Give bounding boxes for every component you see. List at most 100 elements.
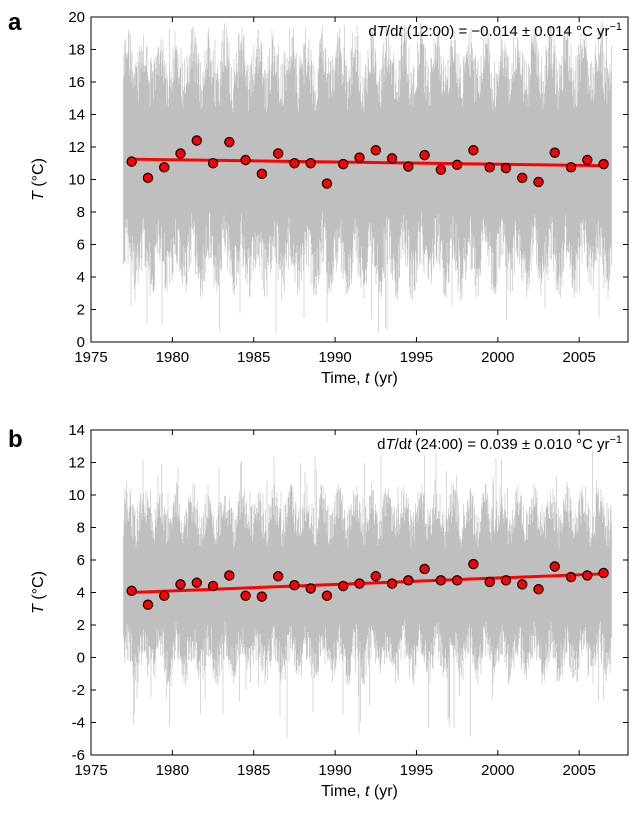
- y-tick-label: 18: [68, 42, 85, 59]
- annual-mean-point: [582, 154, 593, 166]
- x-axis-label: Time, t (yr): [321, 370, 398, 387]
- annual-mean-point: [354, 152, 365, 163]
- x-axis-label-unit: (yr): [369, 370, 397, 387]
- y-tick-label: 2: [77, 302, 85, 319]
- trend-annotation-T: T: [377, 23, 388, 40]
- trend-annotation-mid: /d: [395, 436, 408, 453]
- trend-annotation-prefix: d: [377, 436, 385, 453]
- annual-mean-point: [549, 147, 560, 158]
- trend-annotation: dT/dt (12:00) = −0.014 ± 0.014 °C yr−1: [368, 21, 622, 40]
- y-tick-label: 14: [68, 107, 85, 124]
- annual-mean-point: [419, 149, 430, 161]
- annual-mean-point: [451, 159, 463, 171]
- x-tick-label: 2000: [481, 349, 514, 366]
- y-tick-label: 10: [68, 487, 85, 504]
- x-tick-label: 1975: [74, 762, 107, 779]
- annual-mean-point: [191, 135, 202, 146]
- annual-mean-point: [500, 162, 512, 174]
- y-tick-label: 20: [68, 9, 85, 26]
- y-tick-label: 8: [77, 204, 85, 221]
- x-tick-label: 1985: [237, 762, 270, 779]
- annual-mean-point: [338, 158, 349, 170]
- annual-mean-point: [403, 575, 414, 586]
- annual-mean-point: [484, 162, 495, 173]
- x-tick-label: 1995: [400, 349, 433, 366]
- trend-annotation-sup: −1: [609, 21, 622, 33]
- annual-mean-point: [126, 585, 137, 597]
- trend-annotation-rest: (24:00) = 0.039 ± 0.010 °C yr: [411, 436, 609, 453]
- x-tick-label: 1990: [318, 762, 351, 779]
- panel-label: b: [8, 426, 23, 453]
- annual-mean-point: [517, 579, 528, 590]
- x-tick-label: 2005: [562, 349, 595, 366]
- annual-mean-point: [435, 575, 447, 586]
- annual-mean-point: [435, 164, 447, 175]
- x-tick-label: 1980: [156, 349, 189, 366]
- trend-annotation: dT/dt (24:00) = 0.039 ± 0.010 °C yr−1: [377, 434, 622, 453]
- y-tick-label: 2: [77, 617, 85, 634]
- x-axis-label-unit: (yr): [369, 783, 397, 800]
- annual-mean-point: [305, 583, 316, 594]
- x-axis-label-text: Time,: [321, 783, 365, 800]
- y-axis-label-var: T: [30, 190, 47, 201]
- y-axis-label: T (°C): [30, 158, 47, 201]
- annual-mean-point: [305, 158, 316, 169]
- x-tick-label: 2000: [481, 762, 514, 779]
- annual-mean-point: [240, 154, 251, 166]
- annual-mean-point: [549, 561, 560, 572]
- y-axis-label: T (°C): [30, 571, 47, 614]
- trend-annotation-prefix: d: [368, 23, 376, 40]
- y-tick-label: 12: [68, 139, 85, 156]
- y-tick-label: 4: [77, 585, 85, 602]
- annual-mean-point: [142, 599, 154, 610]
- panel-b: -6 -4 -2 0 2 4 6 8 10 12 14 1975 1980 1985 1990 1995 200…: [8, 422, 629, 800]
- y-tick-label: -6: [72, 747, 85, 764]
- annual-mean-point: [419, 563, 430, 575]
- annual-mean-point: [272, 148, 284, 159]
- panel-a: 0 2 4 6 8 10 12 14 16 18 20 1975 1980 1985 1990 1995 200…: [8, 9, 629, 387]
- annual-mean-point: [272, 571, 284, 582]
- x-tick-label: 1990: [318, 349, 351, 366]
- trend-annotation-t: t: [398, 23, 403, 40]
- annual-mean-point: [289, 579, 300, 591]
- annual-mean-point: [533, 176, 544, 188]
- annual-mean-point: [386, 578, 398, 589]
- annual-mean-point: [224, 136, 235, 148]
- y-axis-label-unit: (°C): [30, 571, 47, 604]
- annual-mean-point: [468, 145, 479, 156]
- x-tick-label: 1980: [156, 762, 189, 779]
- annual-mean-point: [338, 580, 349, 592]
- y-axis-label-var: T: [30, 603, 47, 614]
- trend-annotation-sup: −1: [609, 434, 622, 446]
- annual-mean-point: [159, 590, 170, 601]
- annual-mean-point: [207, 158, 219, 169]
- y-tick-label: 10: [68, 172, 85, 189]
- annual-mean-point: [533, 584, 544, 595]
- y-tick-label: 6: [77, 552, 85, 569]
- x-tick-label: 1985: [237, 349, 270, 366]
- annual-mean-point: [207, 580, 219, 592]
- panel-label: a: [8, 9, 22, 36]
- annual-mean-point: [403, 161, 414, 172]
- y-tick-label: -2: [72, 682, 85, 699]
- annual-mean-point: [517, 172, 528, 184]
- y-tick-label: 14: [68, 422, 85, 439]
- annual-mean-point: [565, 162, 577, 173]
- annual-mean-point: [240, 590, 251, 601]
- x-axis-label-var: t: [365, 783, 370, 800]
- trend-annotation-T: T: [386, 436, 397, 453]
- annual-mean-point: [191, 577, 202, 588]
- annual-mean-point: [159, 162, 170, 173]
- x-axis-label-text: Time,: [321, 370, 365, 387]
- annual-mean-point: [224, 570, 235, 581]
- annual-mean-point: [468, 558, 479, 570]
- annual-mean-point: [565, 571, 577, 583]
- hourly-temperature-series: [123, 22, 612, 333]
- x-tick-label: 2005: [562, 762, 595, 779]
- x-axis-label-var: t: [365, 370, 370, 387]
- y-tick-label: -4: [72, 715, 85, 732]
- annual-mean-point: [321, 178, 333, 189]
- annual-mean-point: [484, 576, 495, 588]
- annual-mean-point: [256, 591, 268, 602]
- annual-mean-point: [500, 575, 512, 586]
